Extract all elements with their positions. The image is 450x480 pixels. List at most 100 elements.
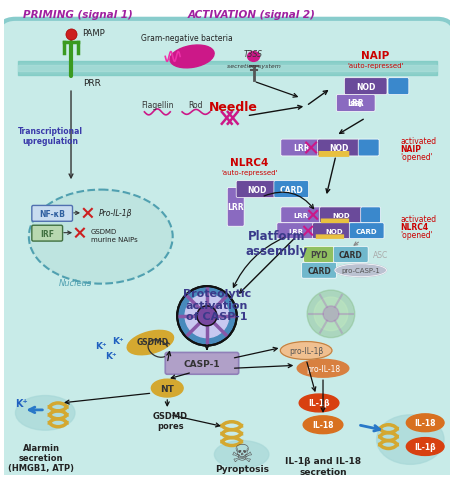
Text: K⁺: K⁺ [112,336,123,345]
Ellipse shape [303,416,343,434]
Text: IL-18: IL-18 [414,419,436,427]
Text: pro-IL-1β: pro-IL-1β [289,346,323,355]
FancyBboxPatch shape [302,263,337,278]
Text: LRR: LRR [347,99,364,108]
Text: Transcriptional
upregulation: Transcriptional upregulation [18,127,83,146]
Text: PRR: PRR [83,79,101,87]
Ellipse shape [377,415,444,464]
Text: NLRC4: NLRC4 [400,223,428,232]
Text: ACTIVATION (signal 2): ACTIVATION (signal 2) [188,10,315,20]
Circle shape [177,287,237,346]
FancyBboxPatch shape [361,207,381,223]
Text: K⁺: K⁺ [95,341,107,350]
FancyBboxPatch shape [274,181,309,198]
Text: NAIP: NAIP [361,51,390,61]
Text: LRR: LRR [227,203,244,212]
Text: CARD: CARD [279,185,303,194]
FancyBboxPatch shape [319,152,349,157]
FancyBboxPatch shape [236,181,277,198]
Text: Alarmin
secretion
(HMGB1, ATP): Alarmin secretion (HMGB1, ATP) [8,443,74,472]
Text: CARD: CARD [307,266,331,275]
FancyBboxPatch shape [277,223,315,239]
FancyBboxPatch shape [281,207,321,223]
Text: ☠: ☠ [230,443,253,467]
Text: activated: activated [400,137,436,146]
Ellipse shape [248,52,260,62]
Text: Proteolytic
activation
of CASP-1: Proteolytic activation of CASP-1 [183,288,251,322]
Text: secretion system: secretion system [227,64,280,69]
Ellipse shape [127,331,174,355]
Text: IL-1β and IL-18
secretion: IL-1β and IL-18 secretion [285,456,361,476]
Text: CASP-1: CASP-1 [184,359,220,368]
Text: 'opened': 'opened' [400,231,433,240]
Ellipse shape [297,360,349,377]
FancyBboxPatch shape [321,219,349,224]
Text: CARD: CARD [356,228,378,234]
Text: Rod: Rod [188,101,203,110]
FancyBboxPatch shape [281,140,321,156]
FancyBboxPatch shape [32,206,72,222]
Text: Pyroptosis: Pyroptosis [215,464,269,473]
Ellipse shape [406,438,444,456]
FancyBboxPatch shape [313,223,355,239]
Text: IL-1β: IL-1β [308,398,330,408]
Text: NOD: NOD [332,212,350,218]
FancyBboxPatch shape [32,226,63,241]
Text: activated: activated [400,215,436,224]
Text: Gram-negative bacteria: Gram-negative bacteria [141,34,233,43]
Ellipse shape [406,414,444,432]
Text: pro-IL-18: pro-IL-18 [306,364,340,373]
Text: NLRC4: NLRC4 [230,158,269,168]
FancyBboxPatch shape [333,247,368,263]
Text: ЯЯJ: ЯЯJ [349,101,362,107]
Text: Platform
assembly: Platform assembly [245,229,307,257]
Text: K⁺: K⁺ [105,351,117,360]
FancyBboxPatch shape [344,79,387,96]
Text: LRR: LRR [288,228,304,234]
FancyBboxPatch shape [349,223,384,239]
Text: NF-κB: NF-κB [39,209,65,218]
FancyBboxPatch shape [320,207,362,223]
Text: pro-CASP-1: pro-CASP-1 [341,268,380,274]
Text: IRF: IRF [40,229,54,238]
FancyBboxPatch shape [337,96,375,112]
Text: ASC: ASC [373,251,388,259]
Ellipse shape [280,342,332,360]
Ellipse shape [30,191,172,283]
FancyBboxPatch shape [304,247,334,263]
Text: 'auto-repressed': 'auto-repressed' [221,170,278,176]
FancyBboxPatch shape [165,353,238,374]
Text: GSDMD: GSDMD [136,337,168,347]
Text: PRIMING (signal 1): PRIMING (signal 1) [23,10,133,20]
Text: GSDMD
pores: GSDMD pores [153,411,188,431]
Circle shape [185,294,229,338]
FancyBboxPatch shape [227,188,244,227]
Text: NOD: NOD [247,185,266,194]
Text: T3SS: T3SS [244,50,263,60]
Ellipse shape [335,264,387,277]
Ellipse shape [15,396,75,430]
Text: IL-1β: IL-1β [414,442,436,451]
Text: CARD: CARD [339,251,363,259]
FancyBboxPatch shape [0,20,450,480]
Ellipse shape [151,379,183,397]
Text: NOD: NOD [329,144,349,153]
Text: PAMP: PAMP [82,29,105,38]
FancyBboxPatch shape [388,79,409,96]
Text: GSDMD: GSDMD [91,228,117,234]
Text: NT: NT [160,384,174,393]
Circle shape [323,306,339,322]
Text: Pro-IL-1β: Pro-IL-1β [99,209,132,218]
Text: LRR: LRR [293,212,309,218]
Circle shape [307,290,355,338]
Text: 'opened': 'opened' [400,153,433,162]
Text: 'auto-repressed': 'auto-repressed' [347,63,404,69]
Text: Needle: Needle [209,101,258,114]
Text: Nucleus: Nucleus [58,278,92,288]
Ellipse shape [214,441,269,468]
Text: K⁺: K⁺ [15,398,28,408]
FancyBboxPatch shape [316,235,344,240]
Text: LRR: LRR [293,144,310,153]
Text: NAIP: NAIP [400,144,421,154]
Text: PYD: PYD [310,251,328,259]
